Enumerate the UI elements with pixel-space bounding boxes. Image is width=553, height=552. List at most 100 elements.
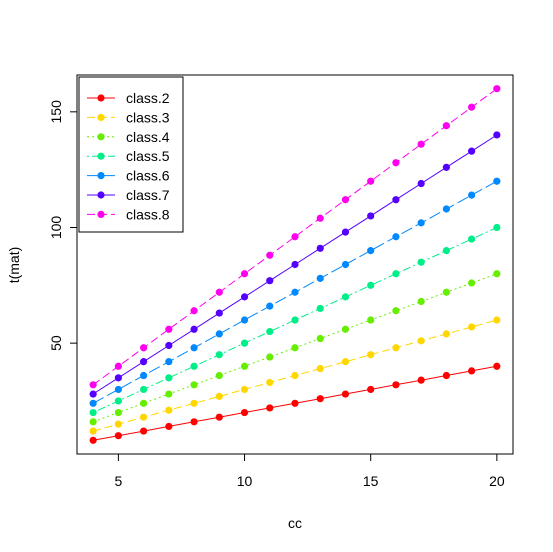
legend-item: class.2: [87, 90, 170, 106]
legend-item: class.7: [87, 187, 170, 203]
data-point: [140, 413, 148, 421]
data-point: [240, 316, 249, 324]
data-point: [114, 420, 122, 428]
series-class.5: [89, 223, 501, 417]
data-point: [215, 371, 223, 380]
data-point: [417, 258, 425, 266]
data-point: [240, 270, 249, 278]
data-point: [493, 177, 501, 185]
data-point: [316, 244, 324, 252]
data-point: [468, 235, 476, 243]
data-point: [392, 344, 400, 352]
data-point: [266, 353, 274, 361]
legend-marker: [97, 113, 105, 121]
data-point: [341, 260, 350, 269]
data-point: [266, 404, 274, 412]
data-point: [140, 371, 148, 380]
x-tick-label: 5: [114, 473, 122, 489]
data-point: [240, 339, 249, 347]
data-point: [114, 408, 122, 417]
legend-box: [78, 76, 184, 233]
legend-marker: [97, 210, 105, 218]
data-point: [367, 351, 375, 359]
data-point: [291, 344, 299, 352]
data-point: [114, 362, 122, 370]
data-point: [367, 247, 375, 255]
legend-marker: [97, 94, 105, 102]
data-point: [392, 381, 400, 389]
data-point: [89, 436, 97, 444]
data-point: [442, 288, 450, 296]
legend: class.2 class.3 class.4 class.5 class.6 class…: [78, 76, 184, 233]
data-point: [114, 432, 122, 440]
data-point: [392, 196, 400, 204]
data-point: [114, 397, 122, 405]
data-point: [367, 281, 375, 289]
y-tick-label: 150: [48, 100, 64, 124]
data-point: [442, 163, 450, 171]
legend-label: class.3: [126, 109, 170, 125]
data-point: [468, 367, 476, 375]
data-point: [392, 270, 400, 278]
data-point: [392, 307, 400, 315]
data-point: [266, 277, 274, 285]
data-point: [266, 378, 274, 387]
data-point: [215, 351, 223, 359]
plot-frame: [76, 74, 514, 455]
data-point: [417, 297, 425, 306]
legend-item: class.5: [87, 148, 170, 164]
data-point: [165, 341, 173, 350]
data-point: [417, 179, 425, 188]
series-class.4: [89, 270, 501, 426]
data-point: [442, 371, 450, 380]
legend-label: class.7: [126, 187, 170, 203]
legend-marker: [97, 133, 105, 141]
data-point: [240, 408, 249, 417]
data-point: [367, 212, 375, 220]
data-point: [341, 325, 350, 333]
data-point: [493, 270, 501, 278]
legend-marker: [97, 152, 105, 160]
series-class.3: [89, 316, 501, 435]
data-point: [215, 413, 223, 421]
data-point: [316, 304, 324, 313]
data-point: [89, 418, 97, 426]
data-point: [114, 385, 122, 394]
data-point: [190, 381, 198, 389]
data-point: [341, 390, 350, 398]
data-point: [215, 330, 223, 338]
data-point: [140, 344, 148, 352]
data-point: [190, 399, 198, 407]
data-point: [316, 214, 324, 222]
data-point: [240, 362, 249, 370]
y-tick-label: 100: [48, 216, 64, 240]
x-tick-label: 10: [237, 473, 253, 489]
data-point: [341, 228, 350, 236]
series-class.6: [89, 177, 501, 407]
data-point: [341, 358, 350, 366]
data-point: [468, 279, 476, 287]
data-point: [190, 418, 198, 426]
legend-item: class.6: [87, 168, 170, 184]
legend-marker: [97, 191, 105, 199]
data-point: [215, 288, 223, 296]
data-point: [417, 376, 425, 384]
series-class.7: [89, 131, 501, 398]
data-point: [190, 344, 198, 352]
data-point: [140, 385, 148, 394]
data-point: [367, 316, 375, 324]
data-point: [140, 358, 148, 366]
data-point: [316, 364, 324, 373]
data-point: [165, 358, 173, 366]
data-point: [493, 316, 501, 324]
data-point: [114, 374, 122, 382]
legend-label: class.6: [126, 168, 170, 184]
data-point: [468, 323, 476, 331]
x-axis-title: cc: [288, 515, 302, 531]
data-point: [442, 122, 450, 130]
data-point: [165, 390, 173, 398]
series-class.2: [89, 362, 501, 444]
data-point: [341, 293, 350, 301]
series-layer: [89, 85, 501, 444]
data-point: [493, 362, 501, 370]
